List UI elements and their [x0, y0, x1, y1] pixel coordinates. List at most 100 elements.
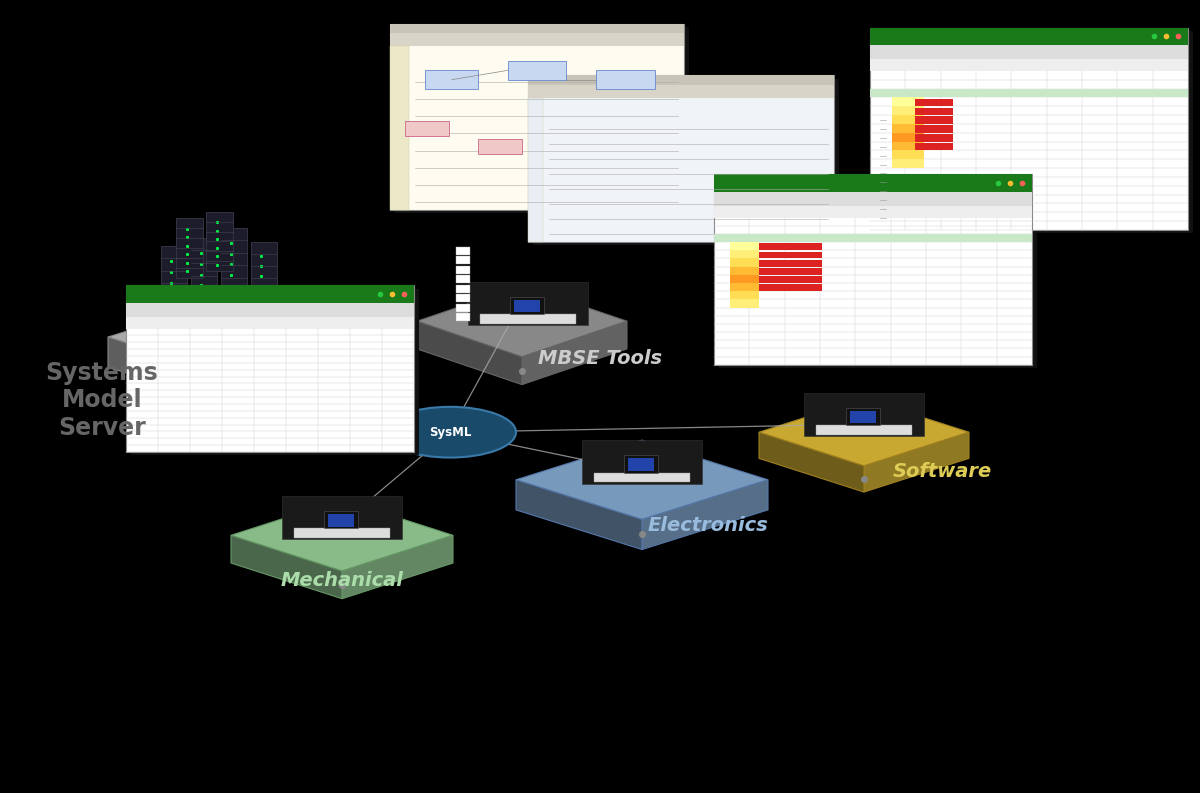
FancyBboxPatch shape	[390, 24, 684, 33]
FancyBboxPatch shape	[714, 234, 1032, 242]
FancyBboxPatch shape	[624, 455, 658, 473]
FancyBboxPatch shape	[282, 496, 402, 539]
FancyBboxPatch shape	[730, 266, 758, 275]
FancyBboxPatch shape	[595, 71, 655, 89]
FancyBboxPatch shape	[456, 256, 470, 264]
Polygon shape	[108, 337, 234, 407]
Polygon shape	[230, 535, 342, 599]
FancyBboxPatch shape	[914, 134, 953, 142]
FancyBboxPatch shape	[870, 59, 1188, 71]
FancyBboxPatch shape	[714, 206, 1032, 217]
FancyBboxPatch shape	[893, 98, 924, 106]
FancyBboxPatch shape	[914, 117, 953, 124]
Polygon shape	[758, 398, 970, 465]
FancyBboxPatch shape	[390, 46, 409, 210]
FancyBboxPatch shape	[479, 140, 522, 154]
FancyBboxPatch shape	[758, 268, 822, 275]
FancyBboxPatch shape	[390, 24, 684, 210]
FancyBboxPatch shape	[850, 411, 876, 423]
FancyBboxPatch shape	[893, 132, 924, 142]
FancyBboxPatch shape	[816, 425, 912, 435]
FancyBboxPatch shape	[893, 124, 924, 132]
FancyBboxPatch shape	[730, 259, 758, 266]
FancyBboxPatch shape	[206, 212, 233, 271]
FancyBboxPatch shape	[342, 362, 368, 385]
FancyBboxPatch shape	[758, 276, 822, 283]
FancyBboxPatch shape	[508, 61, 566, 80]
FancyBboxPatch shape	[870, 89, 1188, 98]
FancyBboxPatch shape	[528, 75, 834, 85]
FancyBboxPatch shape	[395, 27, 689, 213]
FancyBboxPatch shape	[730, 275, 758, 283]
FancyBboxPatch shape	[914, 125, 953, 132]
FancyBboxPatch shape	[758, 243, 822, 251]
FancyBboxPatch shape	[126, 317, 414, 328]
FancyBboxPatch shape	[456, 266, 470, 274]
FancyBboxPatch shape	[758, 260, 822, 266]
FancyBboxPatch shape	[294, 528, 390, 538]
FancyBboxPatch shape	[528, 75, 834, 242]
FancyBboxPatch shape	[893, 115, 924, 124]
FancyBboxPatch shape	[582, 440, 702, 484]
Polygon shape	[758, 432, 864, 492]
FancyBboxPatch shape	[328, 514, 354, 527]
FancyBboxPatch shape	[719, 178, 1037, 368]
Polygon shape	[522, 321, 628, 385]
FancyBboxPatch shape	[528, 85, 834, 98]
Polygon shape	[234, 337, 360, 407]
Polygon shape	[342, 535, 454, 599]
FancyBboxPatch shape	[456, 313, 470, 321]
FancyBboxPatch shape	[480, 314, 576, 324]
FancyBboxPatch shape	[628, 458, 654, 471]
Ellipse shape	[384, 407, 516, 458]
Polygon shape	[374, 351, 384, 356]
FancyBboxPatch shape	[893, 151, 924, 159]
FancyBboxPatch shape	[390, 33, 684, 46]
FancyBboxPatch shape	[730, 251, 758, 259]
FancyBboxPatch shape	[191, 238, 217, 313]
FancyBboxPatch shape	[870, 45, 1188, 59]
FancyBboxPatch shape	[510, 297, 544, 314]
FancyBboxPatch shape	[161, 246, 187, 321]
FancyBboxPatch shape	[456, 275, 470, 283]
Polygon shape	[516, 440, 768, 519]
Text: SysML: SysML	[428, 426, 472, 439]
Text: Systems
Model
Server: Systems Model Server	[46, 361, 158, 440]
FancyBboxPatch shape	[730, 242, 758, 251]
FancyBboxPatch shape	[846, 408, 880, 425]
FancyBboxPatch shape	[870, 28, 1188, 45]
FancyBboxPatch shape	[730, 291, 758, 300]
FancyBboxPatch shape	[131, 289, 419, 455]
FancyBboxPatch shape	[528, 98, 544, 242]
FancyBboxPatch shape	[714, 174, 1032, 365]
FancyBboxPatch shape	[126, 285, 414, 303]
FancyBboxPatch shape	[425, 71, 478, 89]
Polygon shape	[642, 480, 768, 550]
FancyBboxPatch shape	[914, 108, 953, 115]
Polygon shape	[359, 362, 368, 368]
Polygon shape	[108, 297, 360, 377]
FancyBboxPatch shape	[804, 393, 924, 436]
Text: Software: Software	[893, 462, 991, 481]
FancyBboxPatch shape	[126, 285, 414, 452]
FancyBboxPatch shape	[468, 282, 588, 325]
Text: MBSE Tools: MBSE Tools	[538, 349, 662, 368]
Polygon shape	[864, 432, 970, 492]
FancyBboxPatch shape	[914, 143, 953, 151]
FancyBboxPatch shape	[404, 121, 449, 136]
Polygon shape	[418, 321, 522, 385]
FancyBboxPatch shape	[251, 242, 277, 313]
FancyBboxPatch shape	[875, 31, 1193, 233]
FancyBboxPatch shape	[758, 284, 822, 291]
Polygon shape	[418, 285, 628, 357]
FancyBboxPatch shape	[221, 228, 247, 303]
Text: Electronics: Electronics	[648, 516, 768, 535]
FancyBboxPatch shape	[758, 251, 822, 259]
FancyBboxPatch shape	[870, 28, 1188, 230]
FancyBboxPatch shape	[324, 511, 358, 528]
Text: Mechanical: Mechanical	[281, 571, 403, 590]
FancyBboxPatch shape	[714, 174, 1032, 192]
FancyBboxPatch shape	[730, 283, 758, 291]
Polygon shape	[230, 500, 454, 571]
Polygon shape	[516, 480, 642, 550]
